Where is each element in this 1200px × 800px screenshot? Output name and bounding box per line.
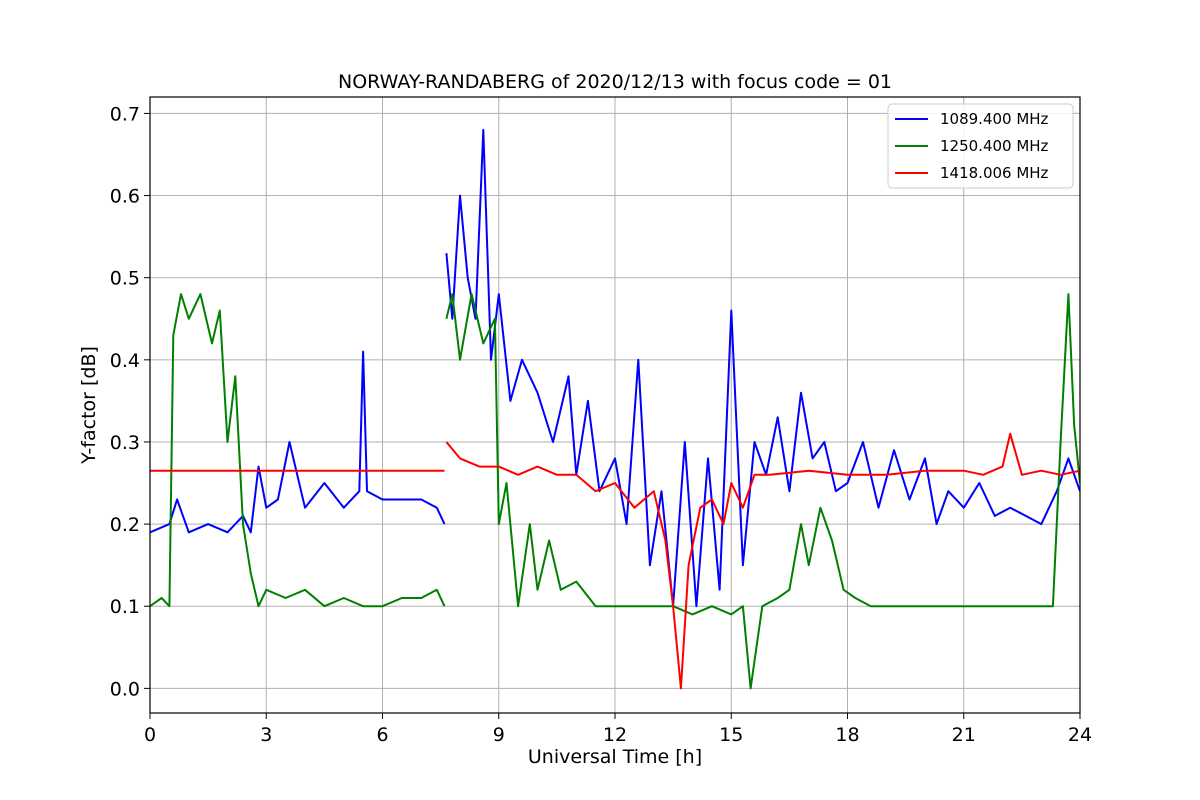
y-tick-label: 0.3 bbox=[110, 432, 140, 454]
legend-label: 1418.006 MHz bbox=[940, 164, 1049, 182]
series-layer bbox=[150, 128, 1080, 690]
series-line bbox=[445, 293, 1080, 690]
y-tick-label: 0.1 bbox=[110, 596, 140, 618]
x-tick-label: 9 bbox=[493, 724, 505, 746]
x-tick-label: 0 bbox=[144, 724, 156, 746]
y-tick-label: 0.2 bbox=[110, 514, 140, 536]
series-line bbox=[445, 432, 1080, 690]
x-tick-label: 15 bbox=[719, 724, 743, 746]
legend-label: 1089.400 MHz bbox=[940, 110, 1049, 128]
x-tick-label: 3 bbox=[260, 724, 272, 746]
x-axis: 0 3 6 9 12 15 18 21 24 bbox=[144, 713, 1092, 746]
y-tick-label: 0.0 bbox=[110, 678, 140, 700]
series-1 bbox=[150, 293, 1080, 690]
x-axis-label: Universal Time [h] bbox=[528, 746, 702, 768]
y-axis-label: Y-factor [dB] bbox=[78, 346, 100, 465]
series-0 bbox=[150, 128, 1080, 608]
legend-label: 1250.400 MHz bbox=[940, 137, 1049, 155]
x-tick-label: 24 bbox=[1068, 724, 1092, 746]
y-tick-label: 0.7 bbox=[110, 103, 140, 125]
series-line bbox=[150, 293, 446, 608]
y-tick-label: 0.6 bbox=[110, 186, 140, 208]
legend: 1089.400 MHz 1250.400 MHz 1418.006 MHz bbox=[887, 103, 1074, 189]
x-tick-label: 21 bbox=[952, 724, 976, 746]
y-tick-label: 0.5 bbox=[110, 268, 140, 290]
series-line bbox=[445, 128, 1080, 608]
x-tick-label: 12 bbox=[603, 724, 627, 746]
series-2 bbox=[150, 432, 1080, 690]
x-tick-label: 18 bbox=[835, 724, 859, 746]
series-line bbox=[150, 350, 446, 534]
chart-title: NORWAY-RANDABERG of 2020/12/13 with focu… bbox=[338, 71, 892, 93]
y-axis: 0.0 0.1 0.2 0.3 0.4 0.5 0.6 0.7 bbox=[110, 103, 150, 700]
legend-box bbox=[887, 103, 1074, 189]
x-tick-label: 6 bbox=[376, 724, 388, 746]
y-tick-label: 0.4 bbox=[110, 350, 140, 372]
